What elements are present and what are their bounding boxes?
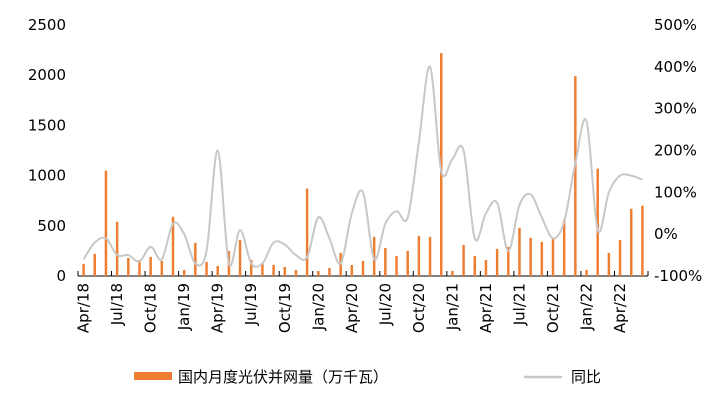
left-tick-label: 0: [56, 267, 66, 285]
bar: [350, 264, 354, 276]
bar: [518, 227, 521, 276]
right-tick-label: 100%: [654, 183, 697, 201]
x-tick-label: Jan/21: [443, 283, 461, 331]
bar: [182, 269, 186, 276]
bar: [551, 237, 555, 276]
x-tick-label: Jul/21: [511, 283, 529, 326]
x-tick-label: Oct/21: [544, 283, 562, 333]
bar: [440, 53, 443, 276]
legend-label-bar: 国内月度光伏并网量（万千瓦）: [178, 368, 388, 386]
bar: [93, 253, 96, 276]
right-tick-label: 500%: [654, 16, 697, 34]
x-tick-label: Oct/19: [276, 283, 294, 333]
bar: [171, 216, 175, 276]
left-axis-ticks: 0 500 1000 1500 2000 2500: [28, 16, 66, 285]
bar: [238, 239, 242, 276]
bar: [417, 235, 421, 276]
bar-series: [82, 53, 644, 276]
bar: [384, 247, 387, 276]
bar: [641, 205, 644, 276]
bar: [406, 250, 409, 276]
yoy-line: [82, 65, 643, 268]
bar: [540, 241, 544, 276]
left-tick-label: 500: [37, 217, 66, 235]
bar: [294, 269, 298, 276]
right-axis-ticks: -100% 0% 100% 200% 300% 400% 500%: [654, 16, 702, 285]
bar: [484, 259, 488, 276]
right-tick-label: 200%: [654, 142, 697, 160]
bar: [272, 264, 275, 276]
bar: [462, 244, 465, 276]
x-tick-label: Oct/20: [410, 283, 428, 333]
bar: [82, 263, 85, 276]
legend-label-line: 同比: [571, 368, 601, 386]
bar: [194, 242, 197, 276]
left-tick-label: 1000: [28, 167, 66, 185]
bar: [596, 168, 599, 276]
left-tick-label: 2500: [28, 16, 66, 34]
bar: [607, 252, 611, 276]
bar: [127, 257, 130, 276]
bar: [630, 208, 633, 276]
right-tick-label: 0%: [654, 225, 678, 243]
x-tick-label: Apr/18: [75, 283, 93, 333]
bar: [428, 236, 432, 276]
x-axis-tick-marks: [77, 271, 649, 276]
x-tick-label: Jul/20: [376, 283, 394, 326]
right-tick-label: 300%: [654, 100, 697, 118]
bar: [451, 270, 454, 276]
bar: [562, 219, 566, 276]
x-tick-label: Jan/22: [578, 283, 596, 331]
x-tick-label: Apr/20: [343, 283, 361, 333]
x-tick-label: Apr/22: [611, 283, 629, 333]
bar: [138, 259, 141, 276]
x-tick-label: Jan/19: [175, 283, 193, 331]
bar: [495, 248, 499, 276]
bar: [507, 246, 510, 276]
bar: [305, 188, 309, 276]
right-tick-label: 400%: [654, 58, 697, 76]
right-tick-label: -100%: [654, 267, 702, 285]
bar: [115, 221, 119, 276]
x-tick-label: Jan/20: [309, 283, 327, 331]
bar: [618, 239, 622, 276]
bar: [529, 237, 532, 276]
bar: [361, 260, 365, 276]
bar: [317, 270, 320, 276]
bar: [160, 260, 164, 276]
bar: [216, 265, 219, 276]
bar: [473, 255, 476, 276]
bar: [585, 269, 588, 276]
bar: [149, 256, 152, 276]
x-axis-ticks: Apr/18 Jul/18 Oct/18 Jan/19 Apr/19 Jul/19 Oct/…: [75, 283, 629, 333]
bar: [395, 255, 398, 276]
bar: [372, 236, 376, 276]
legend-swatch-bar: [134, 372, 172, 380]
bar: [283, 266, 286, 276]
x-tick-label: Apr/19: [209, 283, 227, 333]
x-tick-label: Apr/21: [477, 283, 495, 333]
bar: [205, 261, 208, 276]
left-tick-label: 1500: [28, 116, 66, 134]
x-tick-label: Jul/19: [242, 283, 260, 326]
left-tick-label: 2000: [28, 66, 66, 84]
bar: [574, 76, 577, 276]
bar: [328, 267, 331, 276]
x-tick-label: Oct/18: [142, 283, 160, 333]
bar: [261, 262, 264, 276]
legend: 国内月度光伏并网量（万千瓦） 同比: [134, 368, 601, 386]
bar: [250, 259, 253, 276]
x-tick-label: Jul/18: [108, 283, 126, 326]
bar: [104, 170, 108, 276]
